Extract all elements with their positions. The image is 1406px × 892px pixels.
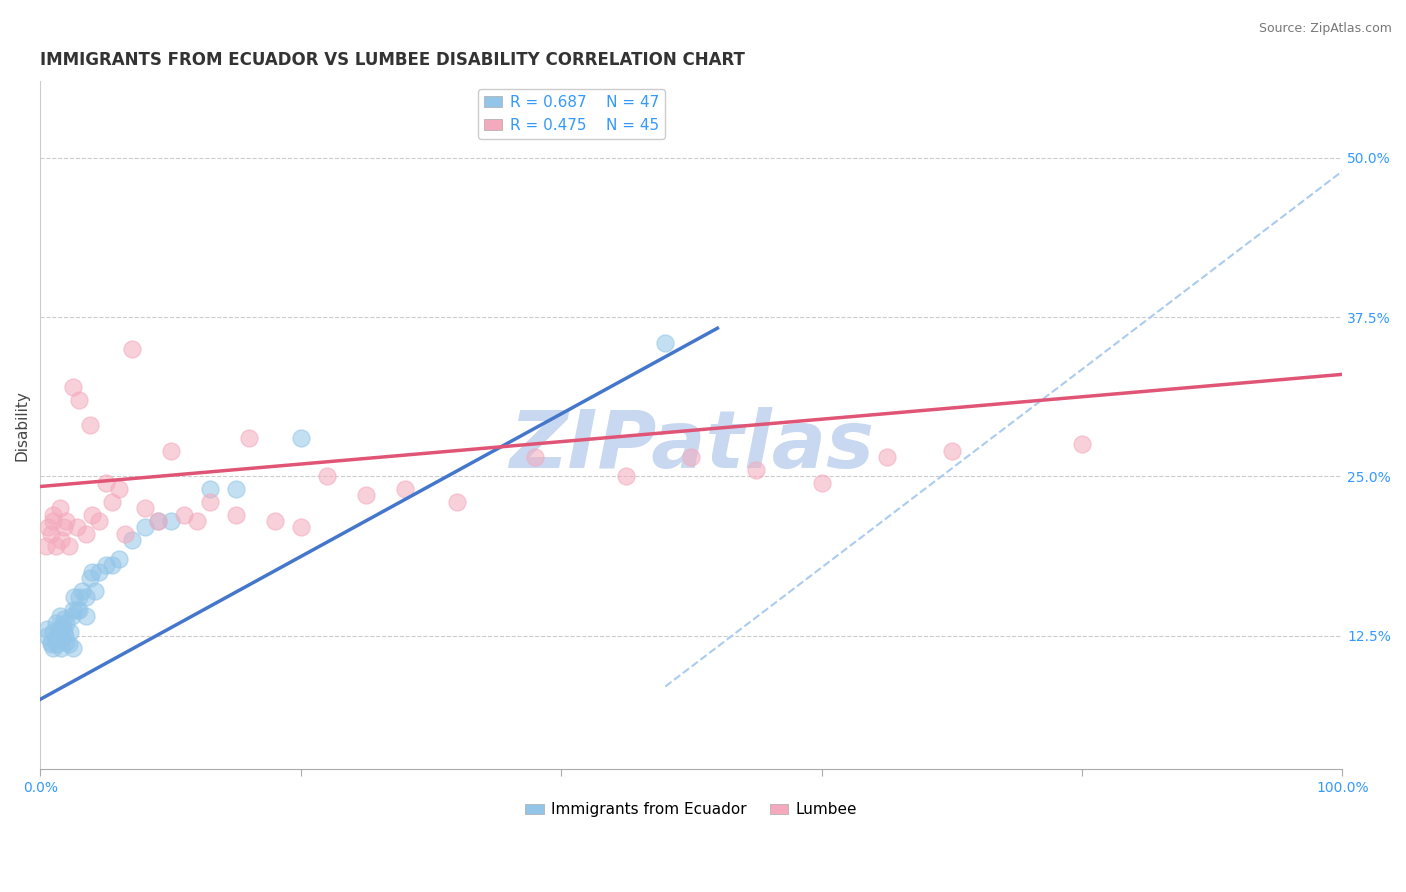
- Point: [101, 495, 124, 509]
- Point: [198, 482, 221, 496]
- Point: [75, 609, 97, 624]
- Point: [198, 495, 221, 509]
- Point: [94, 475, 117, 490]
- Point: [35, 628, 58, 642]
- Point: [39, 637, 62, 651]
- Point: [63, 591, 86, 605]
- Y-axis label: Disability: Disability: [15, 390, 30, 461]
- Point: [62, 641, 84, 656]
- Point: [69, 603, 91, 617]
- Point: [654, 335, 676, 350]
- Point: [87, 565, 110, 579]
- Point: [238, 431, 260, 445]
- Point: [681, 450, 703, 465]
- Point: [290, 520, 312, 534]
- Point: [66, 603, 89, 617]
- Point: [39, 635, 62, 649]
- Point: [134, 520, 156, 534]
- Point: [59, 624, 82, 639]
- Point: [45, 632, 67, 647]
- Point: [159, 443, 181, 458]
- Point: [45, 615, 67, 630]
- Point: [446, 495, 468, 509]
- Point: [745, 463, 768, 477]
- Point: [51, 533, 73, 547]
- Point: [614, 469, 637, 483]
- Point: [49, 501, 72, 516]
- Point: [107, 552, 129, 566]
- Point: [66, 520, 89, 534]
- Point: [55, 635, 77, 649]
- Point: [52, 624, 75, 639]
- Point: [69, 392, 91, 407]
- Point: [79, 418, 101, 433]
- Point: [58, 637, 80, 651]
- Point: [55, 615, 77, 630]
- Point: [75, 526, 97, 541]
- Point: [186, 514, 208, 528]
- Point: [58, 540, 80, 554]
- Point: [37, 520, 59, 534]
- Point: [315, 469, 337, 483]
- Point: [146, 514, 169, 528]
- Point: [49, 609, 72, 624]
- Point: [1070, 437, 1092, 451]
- Point: [62, 603, 84, 617]
- Point: [84, 583, 107, 598]
- Point: [810, 475, 832, 490]
- Point: [53, 628, 76, 642]
- Point: [69, 591, 91, 605]
- Point: [394, 482, 416, 496]
- Point: [290, 431, 312, 445]
- Text: IMMIGRANTS FROM ECUADOR VS LUMBEE DISABILITY CORRELATION CHART: IMMIGRANTS FROM ECUADOR VS LUMBEE DISABI…: [41, 51, 745, 69]
- Point: [87, 514, 110, 528]
- Point: [55, 514, 77, 528]
- Point: [82, 565, 104, 579]
- Point: [75, 591, 97, 605]
- Point: [34, 540, 56, 554]
- Legend: Immigrants from Ecuador, Lumbee: Immigrants from Ecuador, Lumbee: [519, 797, 863, 823]
- Point: [159, 514, 181, 528]
- Point: [45, 540, 67, 554]
- Point: [121, 342, 143, 356]
- Point: [46, 628, 69, 642]
- Point: [51, 619, 73, 633]
- Point: [354, 488, 377, 502]
- Point: [524, 450, 547, 465]
- Point: [79, 571, 101, 585]
- Point: [39, 526, 62, 541]
- Point: [48, 622, 70, 636]
- Point: [52, 612, 75, 626]
- Point: [121, 533, 143, 547]
- Point: [46, 637, 69, 651]
- Point: [35, 622, 58, 636]
- Point: [42, 641, 65, 656]
- Point: [51, 641, 73, 656]
- Point: [173, 508, 195, 522]
- Text: Source: ZipAtlas.com: Source: ZipAtlas.com: [1258, 22, 1392, 36]
- Point: [941, 443, 963, 458]
- Point: [225, 508, 247, 522]
- Point: [42, 508, 65, 522]
- Point: [60, 609, 83, 624]
- Point: [62, 380, 84, 394]
- Point: [134, 501, 156, 516]
- Point: [52, 520, 75, 534]
- Point: [49, 628, 72, 642]
- Point: [876, 450, 898, 465]
- Point: [114, 526, 136, 541]
- Point: [225, 482, 247, 496]
- Point: [107, 482, 129, 496]
- Text: ZIPatlas: ZIPatlas: [509, 407, 875, 485]
- Point: [101, 558, 124, 573]
- Point: [70, 583, 93, 598]
- Point: [42, 624, 65, 639]
- Point: [263, 514, 285, 528]
- Point: [42, 514, 65, 528]
- Point: [82, 508, 104, 522]
- Point: [94, 558, 117, 573]
- Point: [146, 514, 169, 528]
